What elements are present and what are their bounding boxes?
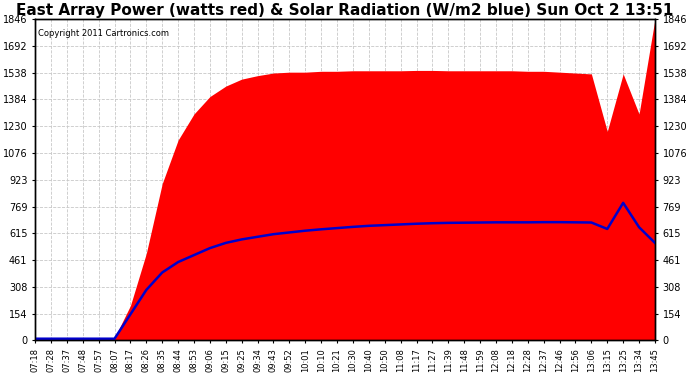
Title: East Array Power (watts red) & Solar Radiation (W/m2 blue) Sun Oct 2 13:51: East Array Power (watts red) & Solar Rad…	[17, 3, 673, 18]
Text: Copyright 2011 Cartronics.com: Copyright 2011 Cartronics.com	[38, 28, 169, 38]
